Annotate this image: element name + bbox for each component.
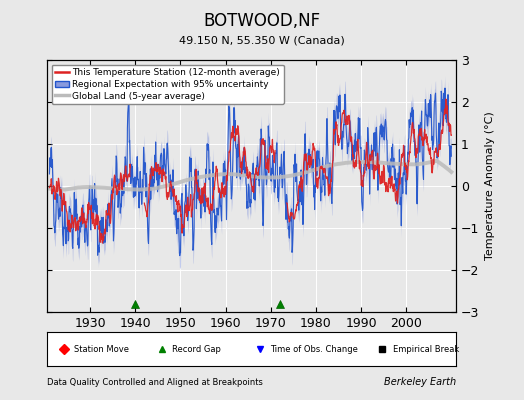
Text: Record Gap: Record Gap — [172, 344, 221, 354]
Legend: This Temperature Station (12-month average), Regional Expectation with 95% uncer: This Temperature Station (12-month avera… — [52, 64, 284, 104]
Text: Empirical Break: Empirical Break — [392, 344, 459, 354]
Text: Station Move: Station Move — [74, 344, 129, 354]
Text: 49.150 N, 55.350 W (Canada): 49.150 N, 55.350 W (Canada) — [179, 35, 345, 45]
Text: BOTWOOD,NF: BOTWOOD,NF — [203, 12, 321, 30]
Y-axis label: Temperature Anomaly (°C): Temperature Anomaly (°C) — [485, 112, 495, 260]
Text: Time of Obs. Change: Time of Obs. Change — [270, 344, 358, 354]
Text: Data Quality Controlled and Aligned at Breakpoints: Data Quality Controlled and Aligned at B… — [47, 378, 263, 387]
Text: Berkeley Earth: Berkeley Earth — [384, 377, 456, 387]
